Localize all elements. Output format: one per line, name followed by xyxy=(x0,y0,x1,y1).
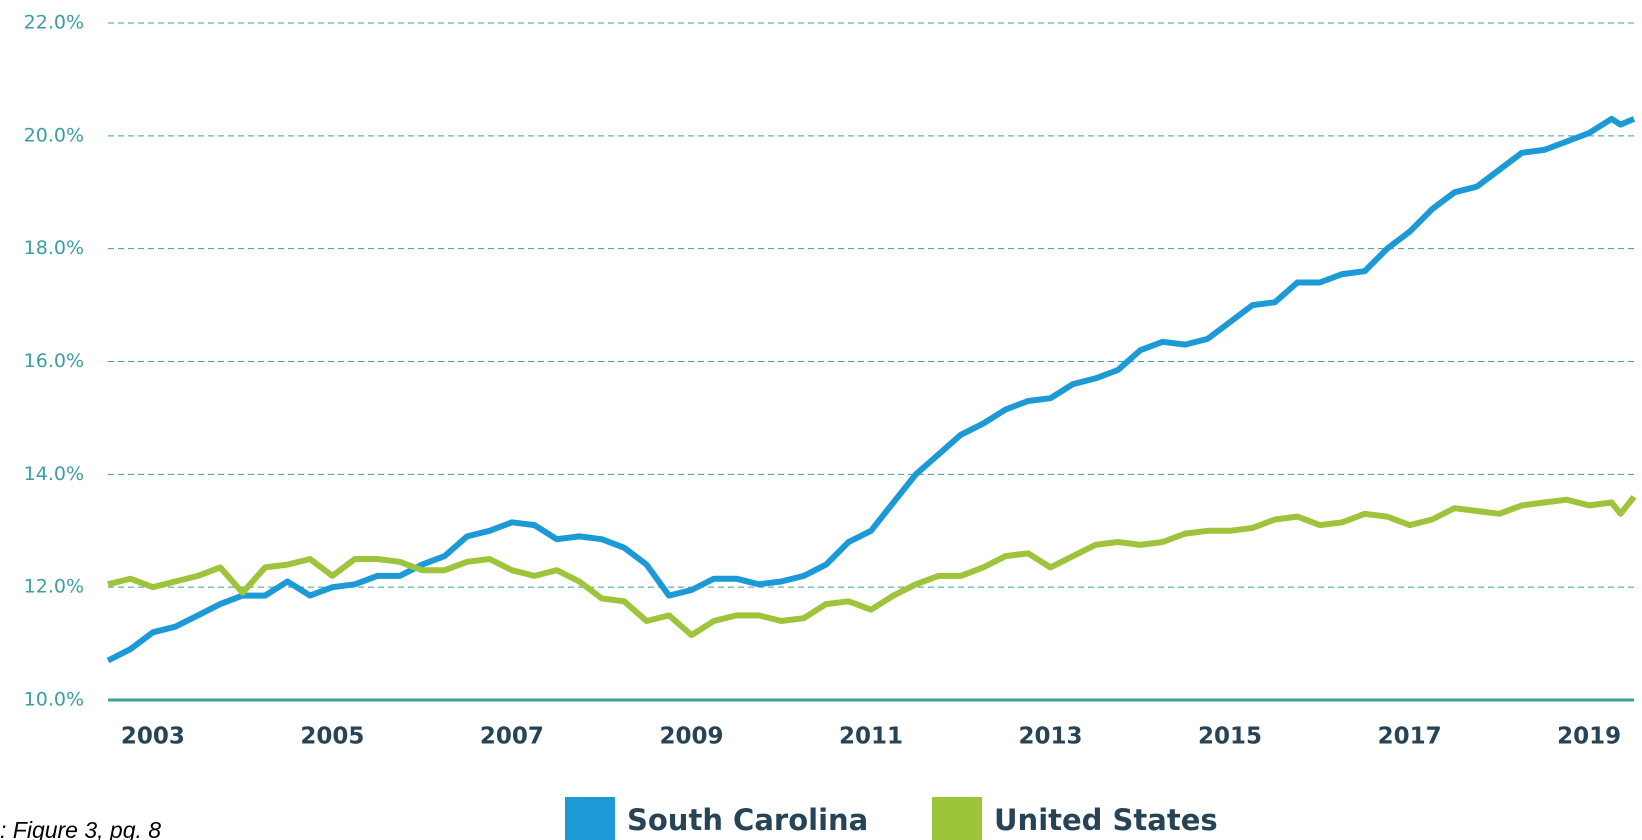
x-tick-label: 2005 xyxy=(300,724,364,750)
legend-swatch xyxy=(932,797,982,840)
x-tick-label: 2011 xyxy=(839,724,903,750)
legend-swatch xyxy=(565,797,615,840)
x-tick-label: 2015 xyxy=(1198,724,1262,750)
legend-label: United States xyxy=(994,803,1218,837)
series-line xyxy=(106,115,1636,664)
x-tick-label: 2017 xyxy=(1378,724,1442,750)
x-tick-label: 2019 xyxy=(1557,724,1621,750)
x-tick-label: 2007 xyxy=(480,724,544,750)
x-tick-label: 2003 xyxy=(121,724,185,750)
y-tick-label: 12.0% xyxy=(24,576,84,598)
x-tick-label: 2013 xyxy=(1019,724,1083,750)
y-tick-label: 10.0% xyxy=(24,689,84,711)
y-tick-label: 22.0% xyxy=(24,12,84,34)
y-tick-label: 16.0% xyxy=(24,350,84,372)
y-tick-label: 18.0% xyxy=(24,237,84,259)
y-tick-label: 14.0% xyxy=(24,463,84,485)
y-tick-label: 20.0% xyxy=(24,124,84,146)
legend-label: South Carolina xyxy=(627,803,868,837)
source-note: : Figure 3, pg. 8 xyxy=(0,817,161,840)
x-tick-label: 2009 xyxy=(659,724,723,750)
series-line xyxy=(107,495,1637,639)
